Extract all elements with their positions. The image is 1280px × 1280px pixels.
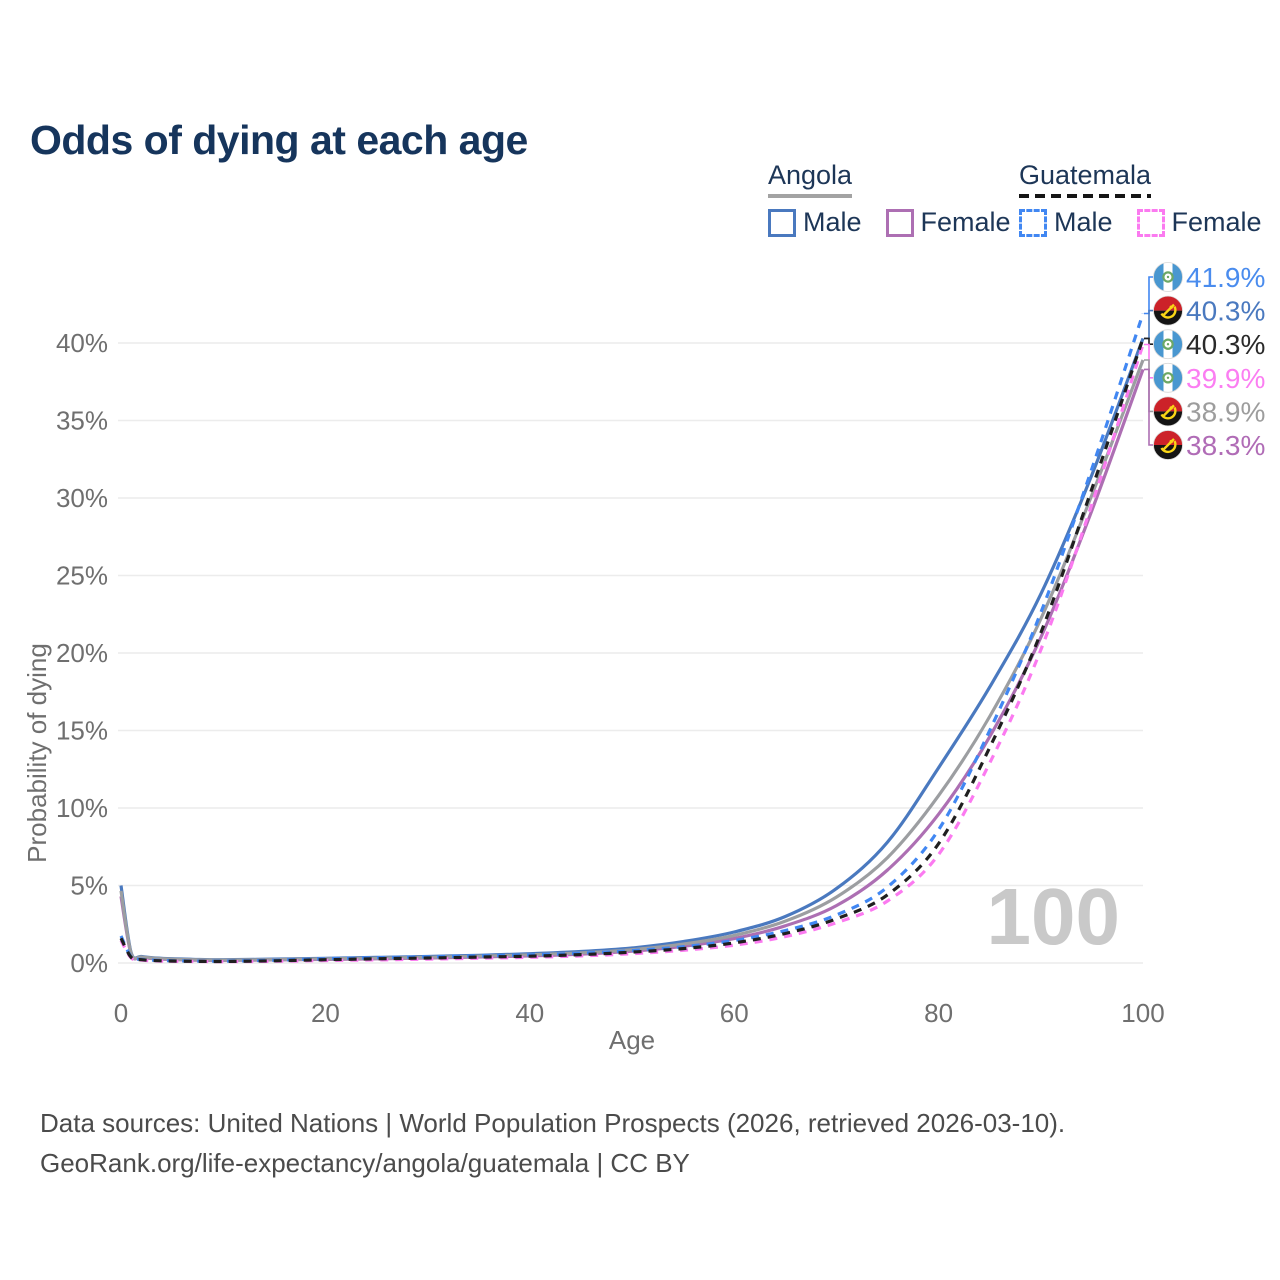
y-tick-label: 35% [56,406,108,436]
guatemala-female-swatch [1136,208,1165,237]
end-label-value: 41.9% [1186,262,1265,293]
guatemala-flag-icon [1153,262,1183,292]
watermark-layer: 100 [987,872,1120,961]
page-title: Odds of dying at each age [30,117,528,164]
y-tick-label: 15% [56,716,108,746]
legend-group-angola: Angola Male Female [768,160,1011,238]
watermark-age: 100 [987,872,1120,961]
legend-group-guatemala: Guatemala Male Female [1019,160,1262,238]
series-line-angola-male[interactable] [119,337,1145,962]
legend-country-angola[interactable]: Angola [768,160,853,190]
end-label-value: 39.9% [1186,363,1265,394]
series-line-guatemala-male[interactable] [119,313,1145,963]
angola-male-swatch [768,208,796,237]
legend-label: Male [1054,207,1113,237]
angola-line-style-swatch [768,194,853,198]
legend-item-guatemala-female[interactable]: Female [1136,207,1262,238]
end-label-value: 40.3% [1186,296,1265,327]
guatemala-line-style-swatch [1019,194,1152,198]
footer-attribution[interactable]: GeoRank.org/life-expectancy/angola/guate… [40,1148,690,1178]
end-label-connector [1144,276,1153,315]
guatemala-flag-icon [1153,363,1183,393]
legend-label: Male [803,207,862,237]
y-tick-label: 10% [56,793,108,823]
x-tick-label: 60 [720,998,749,1028]
angola-flag-icon [1153,296,1183,326]
x-tick-label: 20 [311,998,340,1028]
x-tick-label: 80 [924,998,953,1028]
x-tick-label: 40 [515,998,544,1028]
axis-layer: 0% 5% 10% 15% 20% 25% 30% 35% 40% 0 20 40 60 80 100 Age… [22,328,1165,1055]
end-label-value: 38.9% [1186,396,1265,427]
series-layer [119,313,1145,964]
series-line-guatemala-both-sexes[interactable] [119,337,1145,964]
legend-label: Female [1171,207,1262,237]
y-axis-title: Probability of dying [22,643,52,863]
y-tick-label: 20% [56,638,108,668]
y-tick-label: 5% [70,871,108,901]
legend-item-angola-female[interactable]: Female [885,207,1011,238]
angola-flag-icon [1153,430,1183,460]
legend-label: Female [920,207,1011,237]
y-tick-label: 30% [56,483,108,513]
y-tick-label: 25% [56,561,108,591]
legend-item-guatemala-male[interactable]: Male [1019,207,1113,238]
y-tick-label: 0% [70,948,108,978]
guatemala-male-swatch [1019,208,1047,237]
series-line-guatemala-female[interactable] [119,344,1145,964]
angola-female-swatch [885,208,914,237]
x-axis-title: Age [609,1025,655,1055]
grid-layer [118,342,1143,964]
end-label-connector [1144,368,1153,446]
end-label-connector [1144,309,1153,340]
x-tick-label: 100 [1121,998,1164,1028]
legend-country-guatemala[interactable]: Guatemala [1019,160,1152,190]
y-tick-label: 40% [56,328,108,358]
legend-item-angola-male[interactable]: Male [768,207,862,238]
footer-data-sources: Data sources: United Nations | World Pop… [40,1108,1066,1138]
end-label-value: 38.3% [1186,430,1265,461]
angola-flag-icon [1153,396,1183,426]
end-label-value: 40.3% [1186,329,1265,360]
guatemala-flag-icon [1153,329,1183,359]
series-line-angola-both-sexes[interactable] [119,359,1145,962]
end-label-connector [1144,337,1153,345]
end-label-layer: 41.9%40.3%40.3%39.9%38.9%38.3% [1144,262,1265,461]
x-tick-label: 0 [114,998,128,1028]
